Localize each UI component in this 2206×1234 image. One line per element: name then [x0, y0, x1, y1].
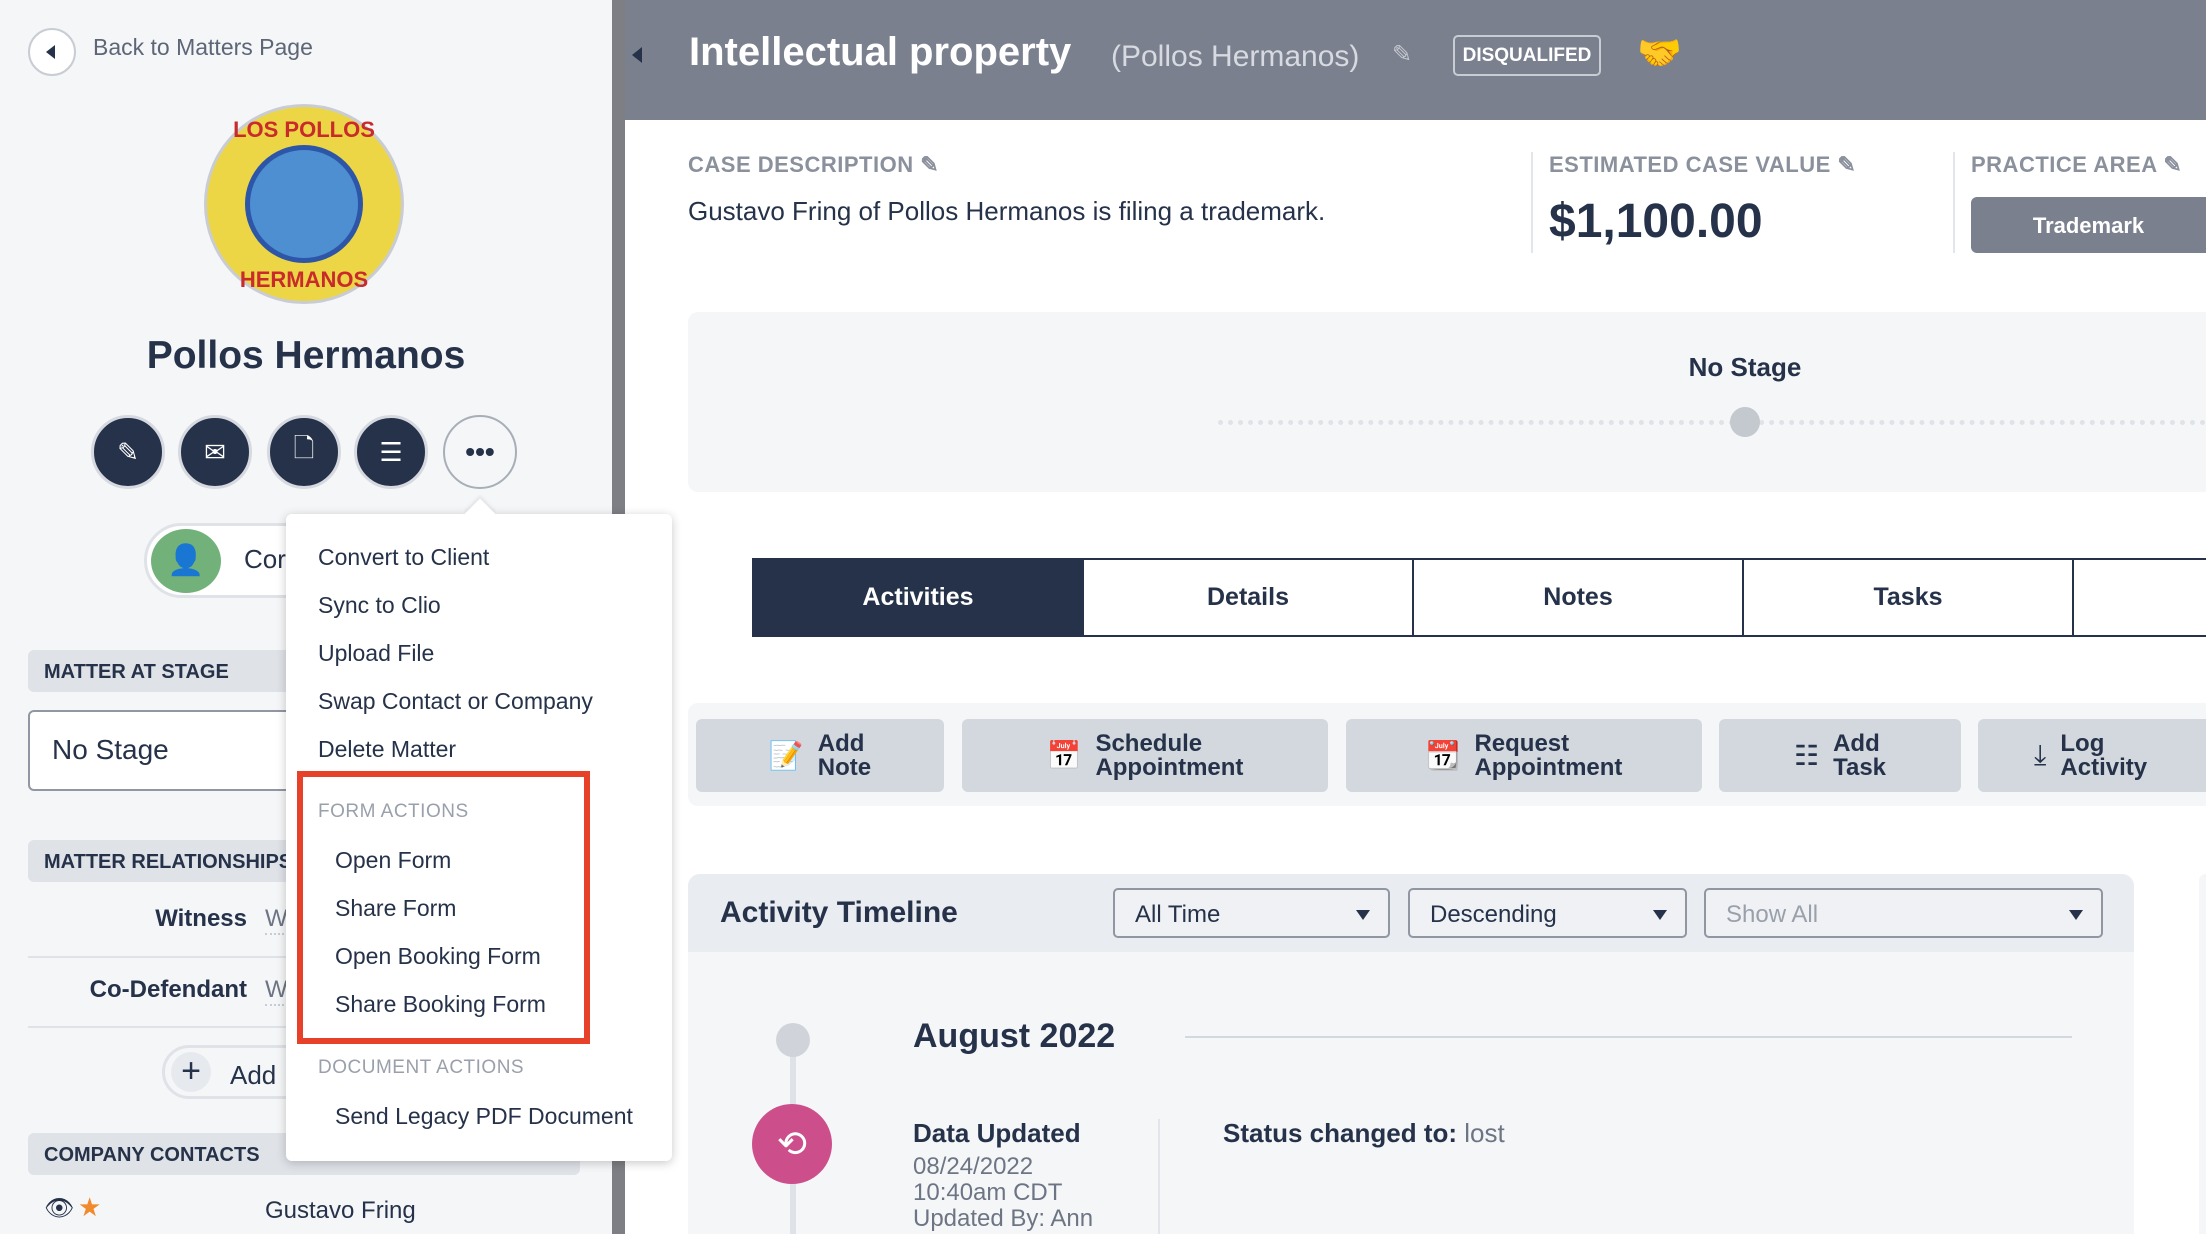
edit-description-icon[interactable]: ✎ — [920, 152, 940, 177]
contact-button-label: Cor — [244, 544, 286, 574]
stack-icon: ☰ — [379, 436, 403, 467]
stage-name: No Stage — [1688, 352, 1802, 382]
divider — [1531, 152, 1533, 253]
logo-text-bottom: HERMANOS — [239, 267, 369, 292]
document-icon: 🗋 — [293, 433, 315, 463]
tab-tasks[interactable]: Tasks — [1744, 560, 2074, 635]
edit-value-icon[interactable]: ✎ — [1837, 152, 1857, 177]
person-icon: 👤 — [151, 529, 221, 593]
relationship-value[interactable]: W — [265, 976, 288, 1006]
event-title: Data Updated — [913, 1118, 1081, 1148]
eye-icon[interactable]: 👁 — [44, 1195, 75, 1222]
schedule-appointment-button[interactable]: 📅 Schedule Appointment — [962, 719, 1328, 792]
edit-button[interactable]: ✎ — [91, 415, 165, 489]
matter-tabs: Activities Details Notes Tasks — [752, 558, 2206, 637]
timeline-dot — [776, 1023, 810, 1057]
back-icon[interactable] — [28, 28, 76, 76]
menu-item-open-form[interactable]: Open Form — [335, 847, 452, 873]
contact-name[interactable]: Gustavo Fring — [265, 1197, 416, 1224]
event-timestamp: 08/24/2022 10:40am CDT Updated By: Ann — [913, 1153, 1094, 1232]
tab-activities[interactable]: Activities — [754, 560, 1084, 635]
edit-practice-area-icon[interactable]: ✎ — [2163, 152, 2183, 177]
caret-down-icon — [1653, 910, 1667, 920]
refresh-icon: ⟲ — [752, 1104, 832, 1184]
time-filter-select[interactable]: All Time — [1113, 888, 1390, 938]
add-note-icon: 📝 — [768, 740, 804, 771]
case-description: Gustavo Fring of Pollos Hermanos is fili… — [688, 196, 1326, 226]
stage-panel — [688, 312, 2206, 492]
menu-item-sync-to-clio[interactable]: Sync to Clio — [318, 592, 441, 618]
more-actions-button[interactable]: ••• — [443, 415, 517, 489]
menu-item-delete-matter[interactable]: Delete Matter — [318, 736, 457, 762]
company-logo: LOS POLLOS HERMANOS — [204, 104, 404, 304]
case-description-label: CASE DESCRIPTION ✎ — [688, 152, 940, 177]
side-panel-edge — [2199, 874, 2206, 1234]
matter-title: Intellectual property — [689, 30, 1072, 74]
divider — [1158, 1119, 1160, 1234]
stack-button[interactable]: ☰ — [354, 415, 428, 489]
tab-details[interactable]: Details — [1084, 560, 1414, 635]
activity-timeline-panel: Activity Timeline All Time Descending Sh… — [688, 874, 2134, 1234]
status-badge[interactable]: DISQUALIFED — [1453, 35, 1601, 76]
highlight-box — [297, 771, 590, 1044]
form-actions-heading: FORM ACTIONS — [318, 801, 469, 822]
relationship-value[interactable]: W — [265, 905, 288, 935]
menu-item-convert-to-client[interactable]: Convert to Client — [318, 544, 490, 570]
email-button[interactable]: ✉ — [178, 415, 252, 489]
divider — [1953, 152, 1955, 253]
estimated-value-label: ESTIMATED CASE VALUE ✎ — [1549, 152, 1857, 177]
add-task-button[interactable]: ☷ Add Task — [1719, 719, 1961, 792]
calendar-icon: 📅 — [1046, 740, 1082, 771]
company-name: Pollos Hermanos — [146, 334, 466, 377]
menu-item-share-form[interactable]: Share Form — [335, 895, 457, 921]
stage-knob[interactable] — [1730, 407, 1760, 437]
estimated-case-value: $1,100.00 — [1549, 195, 1763, 248]
divider — [1185, 1036, 2072, 1038]
stage-track — [1218, 420, 2206, 425]
tab-notes[interactable]: Notes — [1414, 560, 1744, 635]
log-activity-button[interactable]: ⤓ Log Activity — [1978, 719, 2206, 792]
menu-item-upload-file[interactable]: Upload File — [318, 640, 435, 666]
request-appointment-button[interactable]: 📆 Request Appointment — [1346, 719, 1702, 792]
menu-item-send-legacy-pdf[interactable]: Send Legacy PDF Document — [335, 1103, 633, 1129]
tab-more[interactable] — [2074, 560, 2206, 635]
type-filter-select[interactable]: Show All — [1704, 888, 2103, 938]
document-button[interactable]: 🗋 — [267, 415, 341, 489]
practice-area-label: PRACTICE AREA ✎ — [1971, 152, 2183, 177]
pencil-icon: ✎ — [117, 436, 139, 467]
logo-text-top: LOS POLLOS — [233, 117, 375, 142]
more-actions-menu: Convert to Client Sync to Clio Upload Fi… — [286, 498, 672, 1161]
add-note-button[interactable]: 📝 Add Note — [696, 719, 944, 792]
menu-item-swap-contact[interactable]: Swap Contact or Company — [318, 688, 593, 714]
timeline-month: August 2022 — [913, 1017, 1116, 1055]
event-detail: Status changed to: lost — [1223, 1118, 1505, 1148]
handshake-icon[interactable]: 🤝 — [1637, 32, 1682, 73]
relationship-role: Witness — [155, 905, 247, 932]
practice-area-button[interactable]: Trademark — [1971, 197, 2206, 253]
matter-header — [625, 0, 2206, 120]
collapse-sidebar-icon[interactable] — [632, 47, 642, 63]
timeline-title: Activity Timeline — [720, 896, 958, 929]
checklist-icon: ☷ — [1793, 740, 1820, 771]
envelope-icon: ✉ — [204, 436, 226, 467]
menu-item-share-booking-form[interactable]: Share Booking Form — [335, 991, 546, 1017]
order-select[interactable]: Descending — [1408, 888, 1687, 938]
caret-down-icon — [1356, 910, 1370, 920]
relationship-role: Co-Defendant — [89, 976, 247, 1003]
add-label: Add — [230, 1060, 277, 1090]
calendar-request-icon: 📆 — [1425, 740, 1461, 771]
back-to-matters-link[interactable]: Back to Matters Page — [93, 34, 313, 60]
edit-title-icon[interactable]: ✎ — [1392, 41, 1413, 68]
caret-down-icon — [2069, 910, 2083, 920]
download-icon: ⤓ — [2034, 739, 2047, 770]
document-actions-heading: DOCUMENT ACTIONS — [318, 1057, 525, 1078]
star-icon[interactable]: ★ — [78, 1192, 102, 1222]
menu-item-open-booking-form[interactable]: Open Booking Form — [335, 943, 541, 969]
plus-icon: + — [171, 1052, 211, 1092]
matter-company: (Pollos Hermanos) — [1111, 40, 1360, 73]
more-icon: ••• — [465, 436, 495, 467]
